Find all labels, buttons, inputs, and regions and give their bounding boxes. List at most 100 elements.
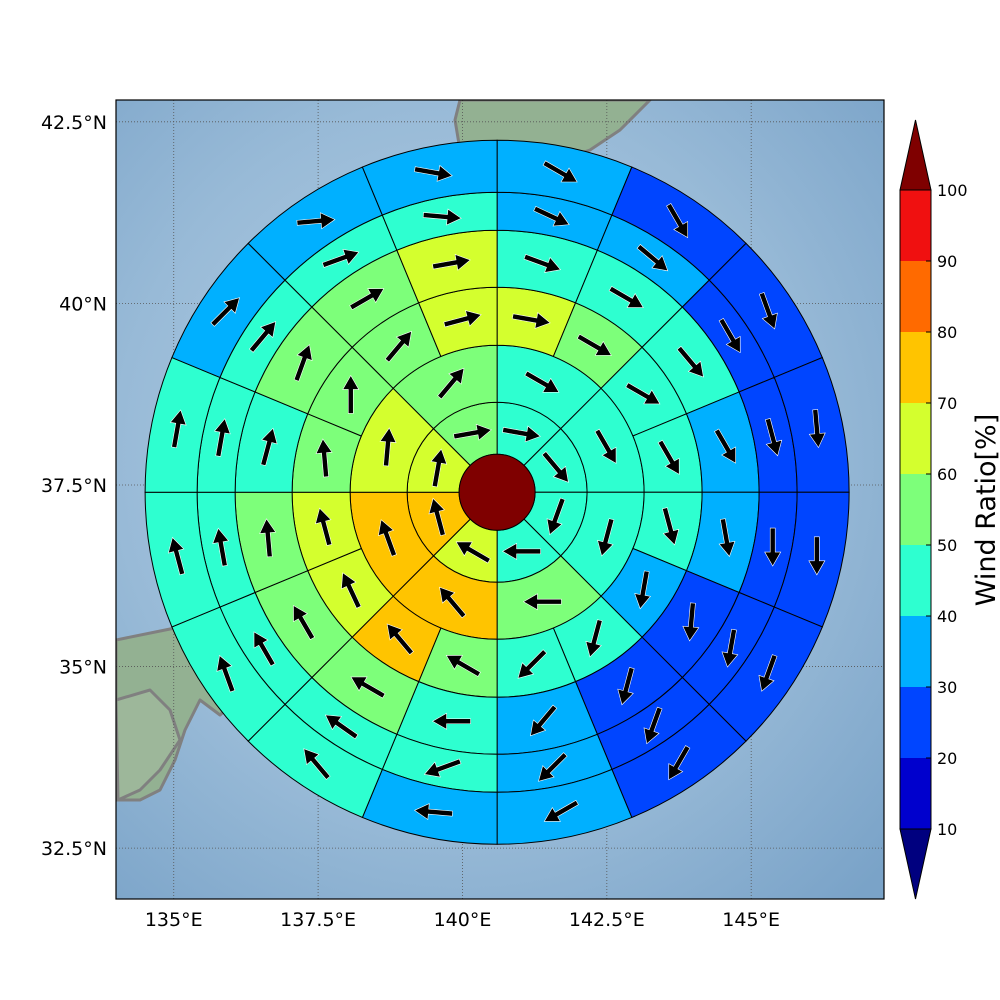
wind-arrow — [808, 536, 826, 576]
y-tick-label: 42.5°N — [41, 112, 107, 134]
wind-arrow — [414, 164, 453, 182]
colorbar: 10 20 30 40 50 60 70 80 90 100 Wind Ratio[%] — [899, 119, 1000, 900]
wind-arrow — [721, 628, 739, 668]
x-tick-label: 145°E — [722, 909, 780, 931]
wind-arrow — [324, 714, 359, 740]
wind-arrow — [758, 292, 778, 330]
wind-arrow — [668, 745, 691, 781]
wind-arrow — [167, 536, 186, 576]
wind-arrow — [378, 519, 397, 557]
wind-arrow — [303, 748, 331, 780]
wind-arrow — [455, 541, 491, 564]
wind-arrow — [542, 160, 578, 183]
wind-arrow — [502, 425, 541, 443]
y-tick-label: 40°N — [59, 293, 107, 315]
wind-arrow — [430, 448, 448, 488]
colorbar-tick-labels: 10 20 30 40 50 60 70 80 90 100 — [926, 181, 968, 839]
wind-arrow — [315, 507, 333, 546]
wind-arrow — [259, 518, 277, 558]
wind-arrow — [384, 330, 412, 363]
y-tick-label: 32.5°N — [41, 838, 107, 860]
colorbar-segment — [900, 758, 931, 829]
colorbar-over-extend — [899, 119, 932, 191]
wind-arrow — [248, 321, 277, 353]
colorbar-segment — [900, 403, 931, 474]
wind-arrow — [541, 451, 569, 483]
colorbar-tick-label: 50 — [937, 536, 957, 555]
wind-arrow — [625, 382, 661, 405]
colorbar-segment — [900, 545, 931, 616]
wind-arrows — [167, 160, 826, 822]
colorbar-segment — [900, 332, 931, 403]
wind-arrow — [808, 409, 826, 449]
wind-arrow — [636, 244, 669, 272]
map-axes: 135°E 137.5°E 140°E 142.5°E 145°E 42.5°N 40°N… — [41, 99, 885, 931]
wind-arrow — [296, 212, 336, 230]
colorbar-segments — [899, 119, 932, 900]
colorbar-tick-label: 70 — [937, 394, 957, 413]
colorbar-segment — [900, 616, 931, 687]
wind-arrow — [608, 286, 644, 308]
wind-arrow — [432, 254, 471, 271]
polar-sector-grid — [144, 139, 850, 845]
wind-arrow — [718, 518, 736, 558]
wind-arrow — [315, 438, 333, 478]
wind-arrow — [350, 676, 386, 699]
wind-arrow — [341, 572, 362, 609]
wind-arrow — [714, 428, 736, 464]
colorbar-frame — [899, 189, 932, 830]
wind-arrow — [443, 310, 482, 328]
wind-arrow — [758, 654, 778, 692]
wind-arrow — [662, 507, 680, 546]
colorbar-label: Wind Ratio[%] — [971, 414, 1000, 606]
y-tick-label: 35°N — [59, 657, 107, 679]
center-cell — [458, 453, 536, 531]
wind-arrow — [423, 758, 462, 778]
colorbar-tick-label: 100 — [937, 181, 968, 200]
x-tick-label: 140°E — [434, 909, 492, 931]
wind-arrow — [585, 619, 603, 658]
wind-arrow — [522, 593, 562, 611]
colorbar-segment — [900, 474, 931, 545]
wind-arrow — [321, 248, 360, 268]
wind-arrow — [634, 570, 652, 610]
colorbar-under-extend — [899, 828, 932, 900]
wind-arrow — [212, 527, 230, 567]
x-tick-label: 142.5°E — [569, 909, 645, 931]
wind-arrow — [657, 439, 680, 475]
wind-arrow — [666, 203, 689, 239]
x-tick-label: 135°E — [145, 909, 203, 931]
wind-arrow — [413, 803, 453, 821]
wind-arrow — [576, 333, 612, 356]
wind-arrow — [422, 208, 462, 226]
colorbar-tick-label: 20 — [937, 749, 957, 768]
wind-arrow — [445, 655, 481, 677]
wind-arrow — [431, 712, 471, 730]
y-axis-tick-labels: 42.5°N 40°N 37.5°N 35°N 32.5°N — [41, 112, 107, 860]
wind-arrow — [682, 602, 700, 642]
wind-arrow — [210, 297, 240, 327]
colorbar-tick-label: 30 — [937, 678, 957, 697]
wind-arrow — [216, 654, 236, 693]
wind-arrow — [597, 518, 615, 557]
colorbar-segment — [900, 261, 931, 332]
wind-arrow — [453, 423, 492, 441]
wind-arrow — [386, 623, 414, 656]
wind-arrow — [439, 586, 467, 619]
wind-arrow — [676, 345, 704, 378]
wind-arrow — [437, 367, 465, 400]
colorbar-tick-label: 10 — [937, 820, 957, 839]
wind-arrow — [538, 752, 568, 782]
wind-arrow — [501, 542, 541, 560]
wind-arrow — [213, 418, 231, 457]
wind-arrow — [718, 318, 741, 354]
sector-cell — [361, 139, 498, 216]
wind-arrow — [530, 704, 558, 737]
x-tick-label: 137.5°E — [280, 909, 356, 931]
wind-arrow — [293, 344, 313, 382]
wind-arrow — [543, 799, 579, 822]
wind-arrow — [379, 427, 397, 467]
x-axis-tick-labels: 135°E 137.5°E 140°E 142.5°E 145°E — [145, 909, 780, 931]
wind-arrow — [643, 706, 663, 745]
colorbar-tick-label: 40 — [937, 607, 957, 626]
